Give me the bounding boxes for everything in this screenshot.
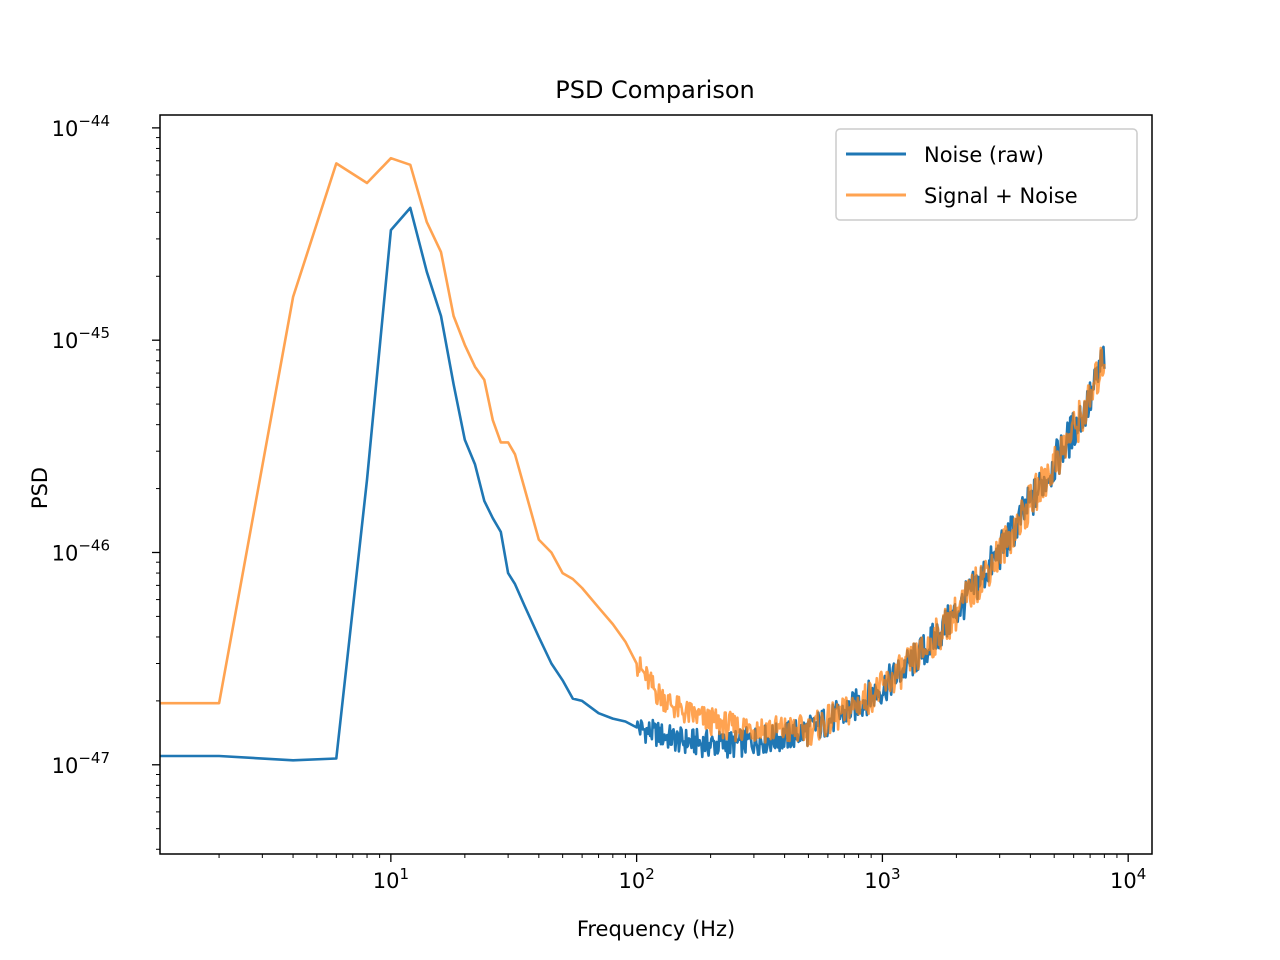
y-tick-label: 10−47 (52, 749, 110, 778)
y-tick-label: 10−45 (52, 324, 110, 353)
x-tick-label: 104 (1110, 865, 1146, 893)
plot-frame (159, 114, 1153, 855)
x-tick-label: 103 (864, 865, 900, 893)
series-line-noise-raw (160, 206, 1106, 762)
x-tick-label: 101 (373, 865, 409, 893)
y-axis: 10−47 10−46 10−45 10−44 (52, 112, 160, 850)
x-axis-label: Frequency (Hz) (577, 917, 735, 941)
legend-box (835, 128, 1138, 221)
x-tick-label: 102 (618, 865, 654, 893)
series-line-signal-plus-noise (160, 156, 1106, 748)
chart-title: PSD Comparison (555, 76, 755, 104)
x-axis: 101 102 103 104 (218, 854, 1146, 893)
legend-label: Noise (raw) (924, 143, 1044, 167)
y-tick-label: 10−44 (52, 112, 110, 141)
legend: Noise (raw) Signal + Noise (835, 128, 1138, 221)
y-axis-label: PSD (28, 467, 52, 509)
series-layer (160, 156, 1106, 762)
y-tick-label: 10−46 (52, 536, 110, 565)
legend-label: Signal + Noise (924, 184, 1078, 208)
